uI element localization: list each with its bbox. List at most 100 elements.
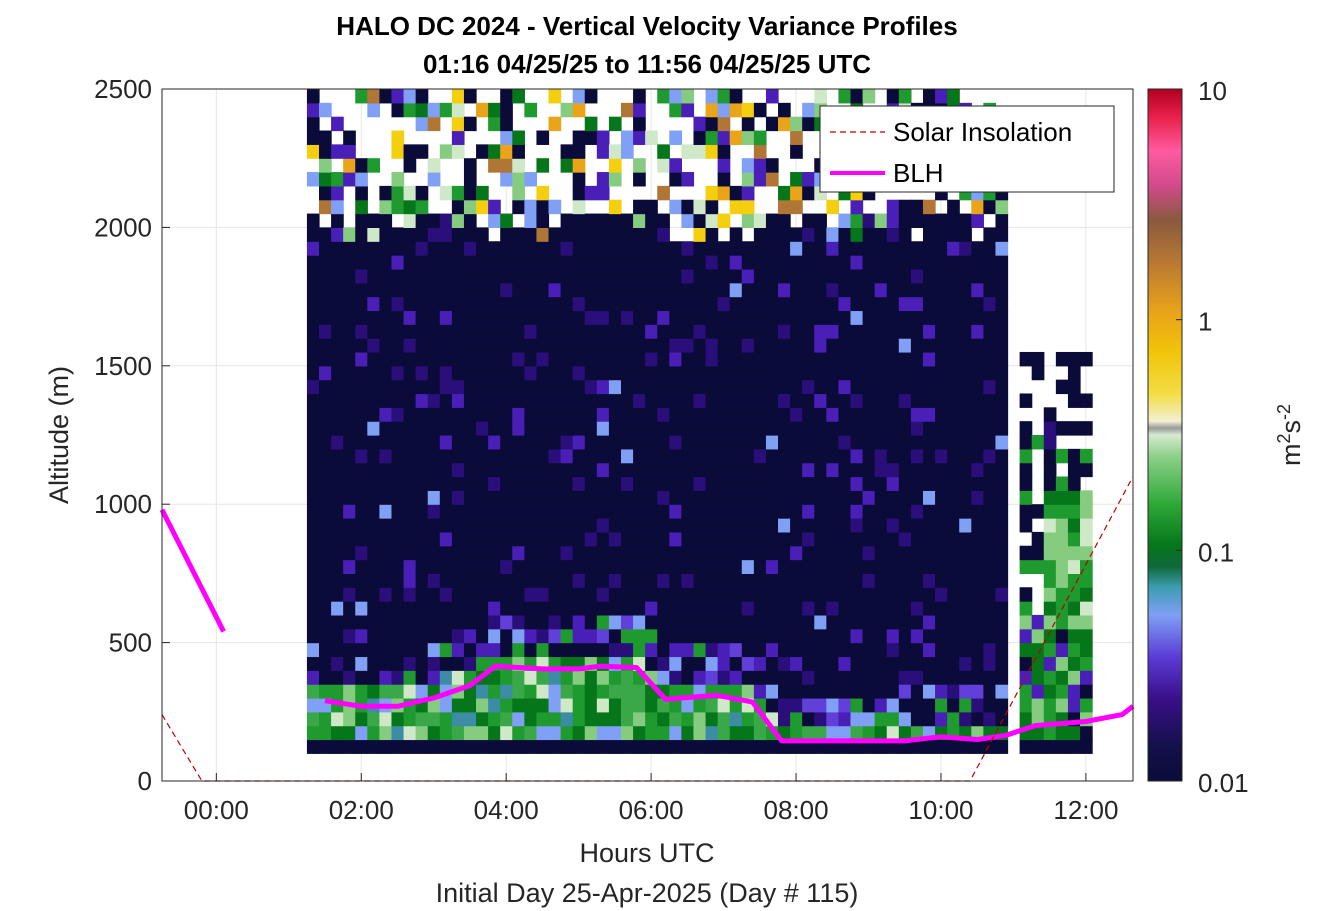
heatmap-cell-2516: [995, 421, 1009, 436]
heatmap-cell-1780: [790, 282, 803, 298]
heatmap-cell-1910: [826, 310, 840, 325]
heatmap-cell-1406: [693, 573, 707, 588]
heatmap-cell-1026: [584, 462, 598, 478]
heatmap-cell-2425: [971, 476, 984, 491]
heatmap-cell-640: [476, 393, 489, 408]
heatmap-cell-1418: [693, 407, 707, 422]
heatmap-cell-1737: [778, 282, 791, 298]
heatmap-cell-543: [451, 476, 465, 491]
heatmap-cell-972: [572, 559, 586, 574]
heatmap-cell-1180: [633, 711, 646, 727]
heatmap-cell-2334: [947, 531, 960, 547]
heatmap-cell-2493: [995, 739, 1009, 754]
heatmap-cell-2153: [898, 614, 912, 630]
heatmap-cell-79: [319, 268, 332, 284]
heatmap-cell-154: [343, 462, 356, 478]
heatmap-cell-248: [367, 351, 381, 367]
heatmap-cell-34: [306, 268, 320, 284]
heatmap-cell-2338: [947, 476, 960, 491]
heatmap-cell-2265: [922, 282, 936, 298]
heatmap-cell-1759: [790, 573, 803, 588]
heatmap-cell-1: [306, 725, 320, 741]
heatmap-cell-1985: [850, 462, 864, 478]
heatmap-cell-648: [476, 282, 489, 298]
heatmap-cell-724: [500, 407, 513, 422]
heatmap-cell-498: [439, 518, 453, 533]
heatmap-cell-2063: [874, 642, 888, 658]
heatmap-cell-1363: [681, 573, 695, 588]
heatmap-cell-746: [512, 739, 525, 754]
heatmap-cell-1446: [705, 614, 719, 630]
heatmap-cell-732: [500, 296, 513, 312]
heatmap-cell-2436: [971, 324, 984, 339]
heatmap-cell-341: [391, 227, 405, 242]
heatmap-cell-695: [488, 199, 501, 215]
heatmap-cell-630: [476, 531, 489, 547]
heatmap-cell-2565: [1031, 697, 1045, 713]
heatmap-cell-2168: [898, 407, 912, 422]
heatmap-cell-1321: [669, 559, 682, 574]
heatmap-cell-1488: [717, 670, 731, 685]
heatmap-cell-814: [524, 421, 538, 436]
heatmap-cell-552: [451, 351, 465, 367]
heatmap-cell-2372: [959, 614, 972, 630]
heatmap-cell-2129: [886, 324, 900, 339]
heatmap-cell-600: [463, 324, 477, 339]
heatmap-cell-1971: [850, 656, 864, 671]
heatmap-cell-950: [560, 282, 574, 298]
heatmap-cell-249: [367, 338, 381, 353]
heatmap-cell-2248: [922, 518, 936, 533]
heatmap-cell-2567: [1031, 670, 1045, 685]
heatmap-cell-760: [512, 545, 525, 561]
heatmap-cell-1987: [850, 435, 864, 450]
heatmap-cell-1103: [608, 587, 622, 602]
heatmap-cell-378: [403, 338, 417, 353]
heatmap-cell-177: [355, 725, 368, 741]
heatmap-cell-1108: [608, 518, 622, 533]
heatmap-cell-1469: [705, 296, 719, 312]
heatmap-cell-990: [572, 310, 586, 325]
heatmap-cell-1665: [765, 684, 779, 699]
heatmap-cell-2406: [971, 739, 984, 754]
heatmap-cell-322: [391, 490, 405, 505]
heatmap-cell-683: [488, 379, 501, 395]
heatmap-cell-1314: [669, 656, 682, 671]
heatmap-cell-1948: [838, 351, 852, 367]
heatmap-cell-1083: [596, 268, 610, 284]
heatmap-cell-2269: [922, 227, 936, 242]
heatmap-cell-587: [463, 504, 477, 519]
heatmap-cell-1823: [802, 296, 815, 312]
heatmap-cell-1311: [669, 697, 682, 713]
heatmap-cell-1600: [741, 351, 755, 367]
heatmap-cell-983: [572, 407, 586, 422]
heatmap-cell-1087: [596, 213, 610, 228]
heatmap-cell-964: [572, 670, 586, 685]
heatmap-cell-1327: [669, 476, 682, 491]
heatmap-cell-1348: [669, 130, 682, 145]
heatmap-cell-2396: [959, 282, 972, 298]
heatmap-cell-2270: [922, 213, 936, 228]
heatmap-cell-2238: [922, 656, 936, 671]
heatmap-cell-1133: [608, 158, 622, 173]
heatmap-cell-2258: [922, 379, 936, 395]
heatmap-cell-2548: [1019, 601, 1033, 616]
heatmap-cell-245: [367, 393, 381, 408]
plot-frame: [161, 88, 1134, 782]
heatmap-cell-1173: [620, 227, 634, 242]
heatmap-cell-712: [500, 573, 513, 588]
heatmap-cell-1371: [681, 462, 695, 478]
heatmap-cell-2262: [922, 324, 936, 339]
heatmap-cell-909: [548, 282, 562, 298]
heatmap-cell-491: [439, 614, 453, 630]
heatmap-cell-1514: [717, 310, 731, 325]
heatmap-cell-2558: [1019, 435, 1033, 450]
heatmap-cell-14: [306, 545, 320, 561]
heatmap-cell-120: [331, 324, 344, 339]
heatmap-cell-1138: [620, 711, 634, 727]
heatmap-cell-1742: [778, 213, 791, 228]
heatmap-cell-2084: [874, 351, 888, 367]
heatmap-cell-2048: [862, 227, 876, 242]
heatmap-cell-1845: [814, 587, 827, 602]
heatmap-cell-1424: [693, 324, 707, 339]
heatmap-cell-1454: [705, 504, 719, 519]
